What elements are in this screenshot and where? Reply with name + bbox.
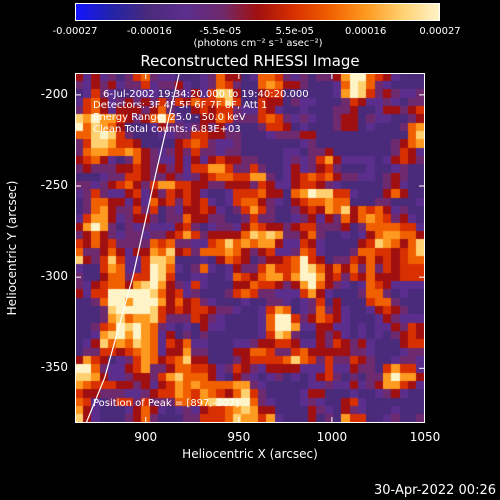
- x-tick-label: 1000: [316, 430, 348, 444]
- colorbar-tick-label: 0.00016: [344, 26, 387, 37]
- x-tick-label: 1050: [409, 430, 441, 444]
- y-tick-label: -350: [40, 360, 68, 375]
- colorbar-tick-label: -0.00027: [52, 26, 98, 37]
- y-tick-label: -300: [40, 269, 68, 284]
- plot-overlay: [75, 73, 425, 423]
- solar-limb-line: [85, 73, 180, 423]
- annotation-energy-range: Energy Range: 25.0 - 50.0 keV: [93, 112, 246, 123]
- timestamp: 30-Apr-2022 00:26: [374, 483, 496, 498]
- colorbar-tick-label: 0.00027: [419, 26, 461, 37]
- colorbar-tick-label: -0.00016: [126, 26, 172, 37]
- plot-frame: [75, 73, 425, 423]
- colorbar-unit-label: (photons cm⁻² s⁻¹ asec⁻²): [193, 38, 323, 49]
- annotation-detectors: Detectors: 3F 4F 5F 6F 7F 8F, Att 1: [93, 100, 268, 111]
- heatmap-image: [75, 73, 425, 423]
- x-axis-label: Heliocentric X (arcsec): [182, 447, 318, 461]
- y-axis-label: Heliocentric Y (arcsec): [5, 180, 19, 316]
- annotation-time-range: 6-Jul-2002 19:34:20.000 to 19:40:20.000: [103, 89, 309, 100]
- chart-title: Reconstructed RHESSI Image: [140, 52, 360, 70]
- colorbar-tick-label: 5.5e-05: [275, 26, 314, 37]
- colorbar: [75, 3, 440, 21]
- y-tick-label: -250: [40, 178, 68, 193]
- x-tick-label: 900: [134, 430, 158, 444]
- annotation-peak-position: Position of Peak = [897,-307]: [93, 398, 240, 409]
- colorbar-tick-label: -5.5e-05: [199, 26, 242, 37]
- y-tick-label: -200: [40, 86, 68, 101]
- annotation-method-counts: Clean Total counts: 6.83E+03: [93, 124, 241, 135]
- x-tick-label: 950: [227, 430, 251, 444]
